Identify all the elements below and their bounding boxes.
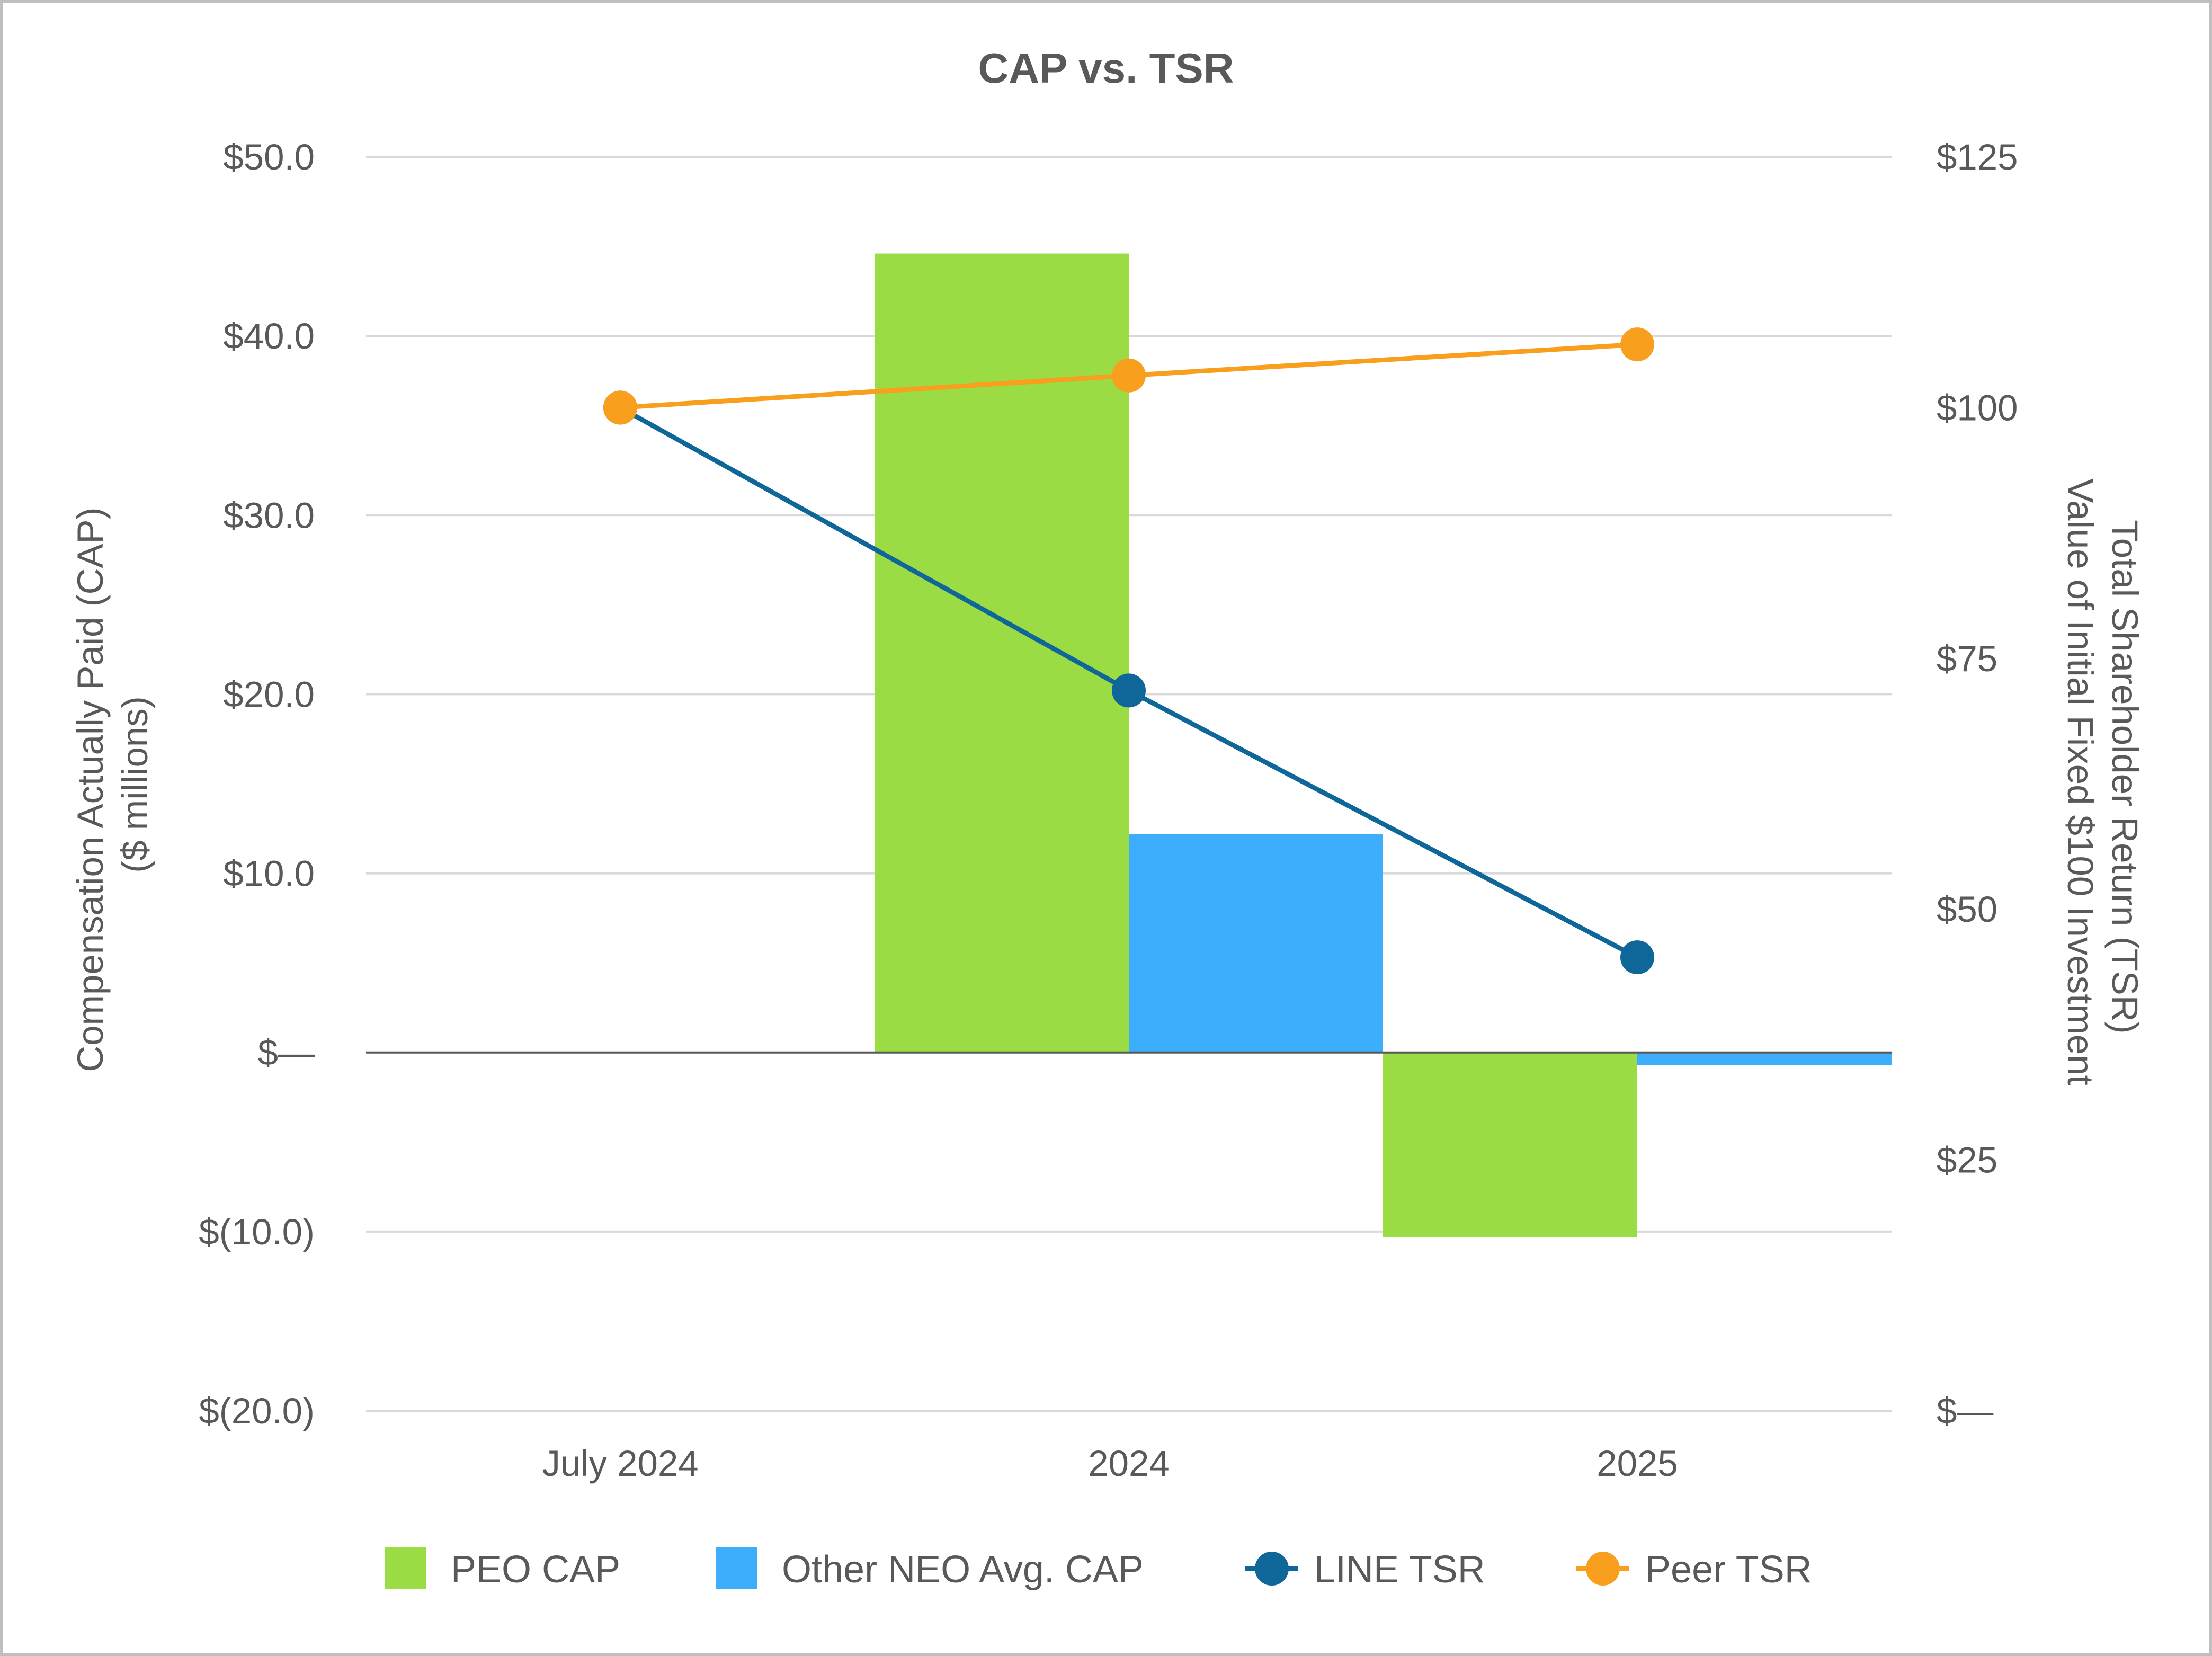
left-axis-title: Compensation Actually Paid (CAP) ($ mill…	[70, 497, 155, 1072]
right-tick-label: $—	[1937, 1391, 1993, 1431]
point-line-tsr	[1620, 940, 1654, 975]
right-axis-title: Total Shareholder Return (TSR) Value of …	[2060, 478, 2145, 1085]
bar-peo-cap	[1383, 1052, 1637, 1237]
bars	[875, 253, 1892, 1237]
right-axis-ticks: $125 $100 $75 $50 $25 $—	[1937, 137, 2018, 1431]
point-line-tsr	[1112, 673, 1146, 708]
chart-title: CAP vs. TSR	[978, 44, 1234, 92]
right-tick-label: $125	[1937, 137, 2018, 177]
bar-other-neo-avg-cap	[1637, 1052, 1892, 1065]
left-axis-title-line1: Compensation Actually Paid (CAP)	[70, 508, 111, 1072]
left-tick-label: $30.0	[223, 495, 315, 536]
right-tick-label: $100	[1937, 387, 2018, 428]
legend-label-other-neo-avg-cap: Other NEO Avg. CAP	[782, 1548, 1144, 1591]
cap-vs-tsr-chart: CAP vs. TSR $50.0$40.0$30.0$20.0$10.0$—$…	[70, 44, 2145, 1591]
point-peer-tsr	[603, 390, 637, 425]
legend-swatch-other-neo-avg-cap	[716, 1547, 757, 1589]
right-tick-label: $75	[1937, 638, 1997, 679]
point-peer-tsr	[1112, 358, 1146, 393]
x-axis-ticks: July 2024 2024 2025	[542, 1443, 1678, 1484]
left-axis-ticks: $50.0 $40.0 $30.0 $20.0 $10.0 $— $(10.0) $(20.0…	[199, 137, 315, 1431]
x-tick-label: 2025	[1596, 1443, 1678, 1484]
left-tick-label: $50.0	[223, 137, 315, 177]
legend-label-line-tsr: LINE TSR	[1314, 1548, 1485, 1591]
x-tick-label: 2024	[1088, 1443, 1170, 1484]
left-tick-label: $20.0	[223, 674, 315, 715]
bar-other-neo-avg-cap	[1129, 834, 1383, 1053]
legend-marker-peer-tsr	[1586, 1552, 1620, 1586]
bar-peo-cap	[875, 253, 1129, 1053]
left-tick-label: $(10.0)	[199, 1212, 315, 1252]
legend-marker-line-tsr	[1255, 1552, 1289, 1586]
tsr-lines	[603, 327, 1654, 975]
left-tick-label: $40.0	[223, 316, 315, 357]
legend: PEO CAP Other NEO Avg. CAP LINE TSR Peer TS…	[385, 1547, 1812, 1591]
left-tick-label: $(20.0)	[199, 1391, 315, 1431]
legend-label-peer-tsr: Peer TSR	[1645, 1548, 1812, 1591]
point-peer-tsr	[1620, 327, 1654, 362]
right-axis-title-line1: Total Shareholder Return (TSR)	[2104, 520, 2145, 1034]
legend-swatch-peo-cap	[385, 1547, 426, 1589]
right-tick-label: $25	[1937, 1140, 1997, 1181]
legend-label-peo-cap: PEO CAP	[451, 1548, 620, 1591]
left-tick-label: $10.0	[223, 853, 315, 894]
left-axis-title-line2: ($ millions)	[114, 696, 155, 873]
x-tick-label: July 2024	[542, 1443, 698, 1484]
right-tick-label: $50	[1937, 889, 1997, 930]
left-tick-label: $—	[258, 1032, 315, 1073]
right-axis-title-line2: Value of Initial Fixed $100 Investment	[2060, 478, 2101, 1085]
